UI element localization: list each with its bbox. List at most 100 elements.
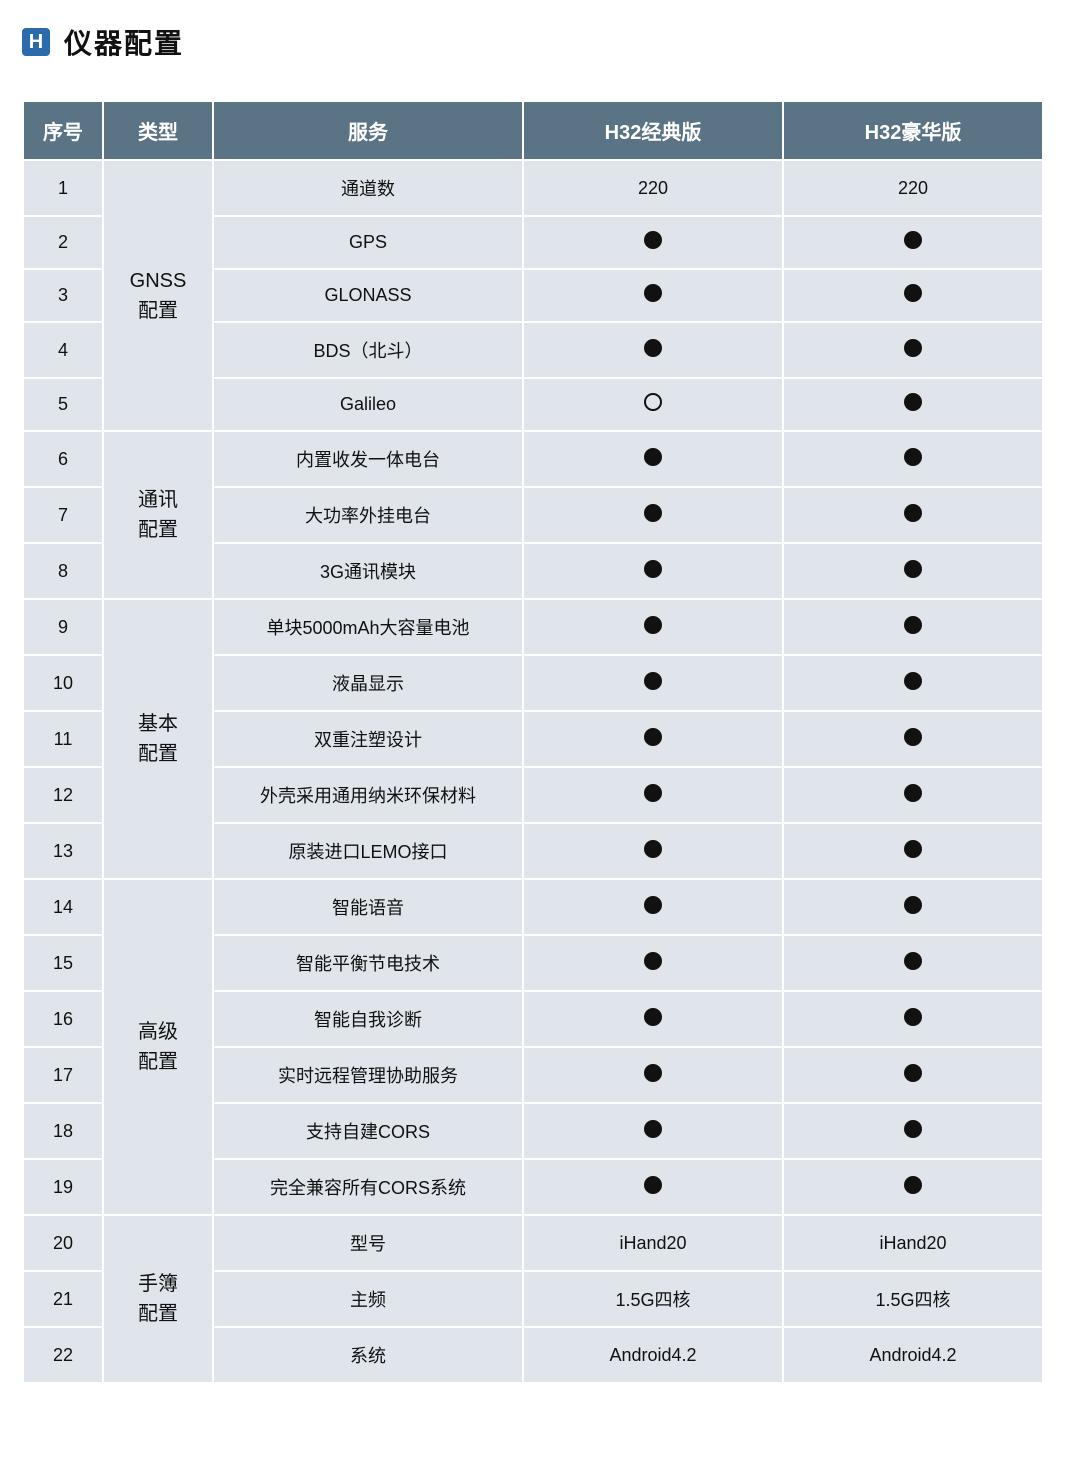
col-seq: 序号 bbox=[23, 101, 103, 160]
cell-model-a: Android4.2 bbox=[523, 1327, 783, 1383]
cell-category: GNSS配置 bbox=[103, 160, 213, 431]
cell-model-b: iHand20 bbox=[783, 1215, 1043, 1271]
cell-service: 3G通讯模块 bbox=[213, 543, 523, 599]
cell-model-b bbox=[783, 378, 1043, 431]
cell-model-a bbox=[523, 823, 783, 879]
dot-open-icon bbox=[644, 393, 662, 411]
dot-filled-icon bbox=[644, 1008, 662, 1026]
cell-model-a bbox=[523, 767, 783, 823]
dot-filled-icon bbox=[644, 284, 662, 302]
dot-filled-icon bbox=[904, 504, 922, 522]
cell-model-b bbox=[783, 935, 1043, 991]
dot-filled-icon bbox=[904, 560, 922, 578]
cell-service: Galileo bbox=[213, 378, 523, 431]
cell-model-b bbox=[783, 599, 1043, 655]
cell-seq: 14 bbox=[23, 879, 103, 935]
dot-filled-icon bbox=[644, 616, 662, 634]
cell-category: 基本配置 bbox=[103, 599, 213, 879]
cell-seq: 7 bbox=[23, 487, 103, 543]
cell-model-b bbox=[783, 991, 1043, 1047]
cell-model-a bbox=[523, 655, 783, 711]
cell-model-b bbox=[783, 1159, 1043, 1215]
cell-seq: 16 bbox=[23, 991, 103, 1047]
cell-model-a: 1.5G四核 bbox=[523, 1271, 783, 1327]
dot-filled-icon bbox=[904, 1064, 922, 1082]
cell-model-b: 220 bbox=[783, 160, 1043, 216]
table-row: 1GNSS配置通道数220220 bbox=[23, 160, 1043, 216]
cell-model-a bbox=[523, 269, 783, 322]
dot-filled-icon bbox=[644, 784, 662, 802]
dot-filled-icon bbox=[644, 840, 662, 858]
table-row: 6通讯配置内置收发一体电台 bbox=[23, 431, 1043, 487]
dot-filled-icon bbox=[904, 1008, 922, 1026]
cell-model-a bbox=[523, 599, 783, 655]
table-row: 20手簿配置型号iHand20iHand20 bbox=[23, 1215, 1043, 1271]
cell-service: 型号 bbox=[213, 1215, 523, 1271]
cell-seq: 13 bbox=[23, 823, 103, 879]
cell-model-b bbox=[783, 269, 1043, 322]
dot-filled-icon bbox=[904, 952, 922, 970]
dot-filled-icon bbox=[904, 840, 922, 858]
cell-seq: 12 bbox=[23, 767, 103, 823]
dot-filled-icon bbox=[644, 504, 662, 522]
cell-service: 实时远程管理协助服务 bbox=[213, 1047, 523, 1103]
cell-service: 单块5000mAh大容量电池 bbox=[213, 599, 523, 655]
page-header: H 仪器配置 bbox=[22, 22, 1043, 62]
col-model-a: H32经典版 bbox=[523, 101, 783, 160]
cell-service: GPS bbox=[213, 216, 523, 269]
cell-model-a bbox=[523, 378, 783, 431]
cell-seq: 10 bbox=[23, 655, 103, 711]
cell-model-b bbox=[783, 711, 1043, 767]
cell-model-a bbox=[523, 711, 783, 767]
cell-seq: 17 bbox=[23, 1047, 103, 1103]
dot-filled-icon bbox=[644, 728, 662, 746]
cell-seq: 15 bbox=[23, 935, 103, 991]
cell-model-a bbox=[523, 1047, 783, 1103]
dot-filled-icon bbox=[644, 339, 662, 357]
dot-filled-icon bbox=[904, 231, 922, 249]
cell-model-a: iHand20 bbox=[523, 1215, 783, 1271]
cell-model-a bbox=[523, 935, 783, 991]
cell-seq: 3 bbox=[23, 269, 103, 322]
cell-model-b bbox=[783, 216, 1043, 269]
col-model-b: H32豪华版 bbox=[783, 101, 1043, 160]
cell-category: 手簿配置 bbox=[103, 1215, 213, 1383]
cell-model-a bbox=[523, 991, 783, 1047]
cell-model-b bbox=[783, 487, 1043, 543]
col-service: 服务 bbox=[213, 101, 523, 160]
cell-category: 通讯配置 bbox=[103, 431, 213, 599]
cell-model-b bbox=[783, 431, 1043, 487]
cell-service: 智能语音 bbox=[213, 879, 523, 935]
cell-model-b bbox=[783, 1047, 1043, 1103]
cell-seq: 20 bbox=[23, 1215, 103, 1271]
dot-filled-icon bbox=[644, 672, 662, 690]
dot-filled-icon bbox=[904, 284, 922, 302]
cell-service: 主频 bbox=[213, 1271, 523, 1327]
dot-filled-icon bbox=[904, 393, 922, 411]
cell-model-a bbox=[523, 216, 783, 269]
cell-service: BDS（北斗） bbox=[213, 322, 523, 378]
dot-filled-icon bbox=[644, 896, 662, 914]
cell-service: 外壳采用通用纳米环保材料 bbox=[213, 767, 523, 823]
cell-seq: 19 bbox=[23, 1159, 103, 1215]
cell-model-a bbox=[523, 543, 783, 599]
dot-filled-icon bbox=[644, 448, 662, 466]
cell-service: 系统 bbox=[213, 1327, 523, 1383]
cell-seq: 2 bbox=[23, 216, 103, 269]
cell-model-a: 220 bbox=[523, 160, 783, 216]
cell-model-b: Android4.2 bbox=[783, 1327, 1043, 1383]
cell-seq: 1 bbox=[23, 160, 103, 216]
dot-filled-icon bbox=[644, 560, 662, 578]
page-title: 仪器配置 bbox=[64, 22, 184, 62]
table-header-row: 序号 类型 服务 H32经典版 H32豪华版 bbox=[23, 101, 1043, 160]
cell-service: 双重注塑设计 bbox=[213, 711, 523, 767]
cell-model-b bbox=[783, 879, 1043, 935]
spec-table: 序号 类型 服务 H32经典版 H32豪华版 1GNSS配置通道数2202202… bbox=[22, 100, 1044, 1384]
dot-filled-icon bbox=[644, 1064, 662, 1082]
cell-category: 高级配置 bbox=[103, 879, 213, 1215]
dot-filled-icon bbox=[904, 672, 922, 690]
cell-model-b: 1.5G四核 bbox=[783, 1271, 1043, 1327]
cell-model-b bbox=[783, 767, 1043, 823]
cell-seq: 18 bbox=[23, 1103, 103, 1159]
cell-service: 原装进口LEMO接口 bbox=[213, 823, 523, 879]
